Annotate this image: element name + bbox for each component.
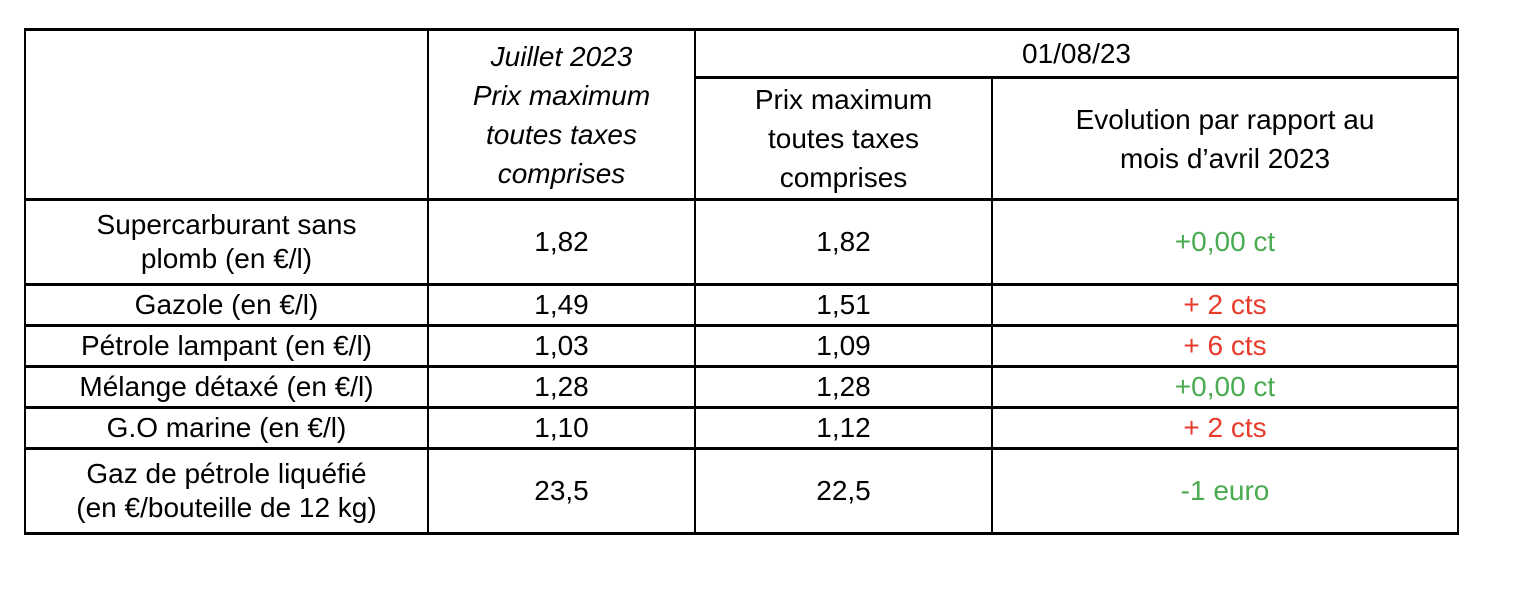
product-label: G.O marine (en €/l) xyxy=(24,406,429,450)
july-price: 1,10 xyxy=(427,406,696,450)
august-price: 1,51 xyxy=(694,283,993,327)
product-label: Gaz de pétrole liquéfié (en €/bouteille d… xyxy=(24,447,429,535)
product-label: Supercarburant sans plomb (en €/l) xyxy=(24,198,429,286)
evolution-value: +0,00 ct xyxy=(991,365,1459,409)
july-price: 1,28 xyxy=(427,365,696,409)
fuel-price-table: Juillet 2023 Prix maximum toutes taxes comp… xyxy=(24,28,1459,535)
header-product-empty xyxy=(24,28,429,201)
august-price: 22,5 xyxy=(694,447,993,535)
july-price: 1,03 xyxy=(427,324,696,368)
evolution-value: -1 euro xyxy=(991,447,1459,535)
table-row: Gaz de pétrole liquéfié (en €/bouteille d… xyxy=(24,447,1459,535)
july-price: 1,82 xyxy=(427,198,696,286)
header-evolution: Evolution par rapport au mois d’avril 202… xyxy=(991,76,1459,201)
table-row: G.O marine (en €/l) 1,10 1,12 + 2 cts xyxy=(24,406,1459,450)
product-label: Gazole (en €/l) xyxy=(24,283,429,327)
august-price: 1,28 xyxy=(694,365,993,409)
product-label: Mélange détaxé (en €/l) xyxy=(24,365,429,409)
august-price: 1,12 xyxy=(694,406,993,450)
july-price: 1,49 xyxy=(427,283,696,327)
evolution-value: + 6 cts xyxy=(991,324,1459,368)
header-date-group: 01/08/23 xyxy=(694,28,1459,79)
header-august-price: Prix maximum toutes taxes comprises xyxy=(694,76,993,201)
table-row: Pétrole lampant (en €/l) 1,03 1,09 + 6 c… xyxy=(24,324,1459,368)
table-row: Gazole (en €/l) 1,49 1,51 + 2 cts xyxy=(24,283,1459,327)
header-july-2023: Juillet 2023 Prix maximum toutes taxes comp… xyxy=(427,28,696,201)
evolution-value: + 2 cts xyxy=(991,406,1459,450)
august-price: 1,09 xyxy=(694,324,993,368)
july-price: 23,5 xyxy=(427,447,696,535)
table-row: Supercarburant sans plomb (en €/l) 1,82 1… xyxy=(24,198,1459,286)
august-price: 1,82 xyxy=(694,198,993,286)
product-label: Pétrole lampant (en €/l) xyxy=(24,324,429,368)
table-row: Mélange détaxé (en €/l) 1,28 1,28 +0,00 … xyxy=(24,365,1459,409)
evolution-value: + 2 cts xyxy=(991,283,1459,327)
evolution-value: +0,00 ct xyxy=(991,198,1459,286)
